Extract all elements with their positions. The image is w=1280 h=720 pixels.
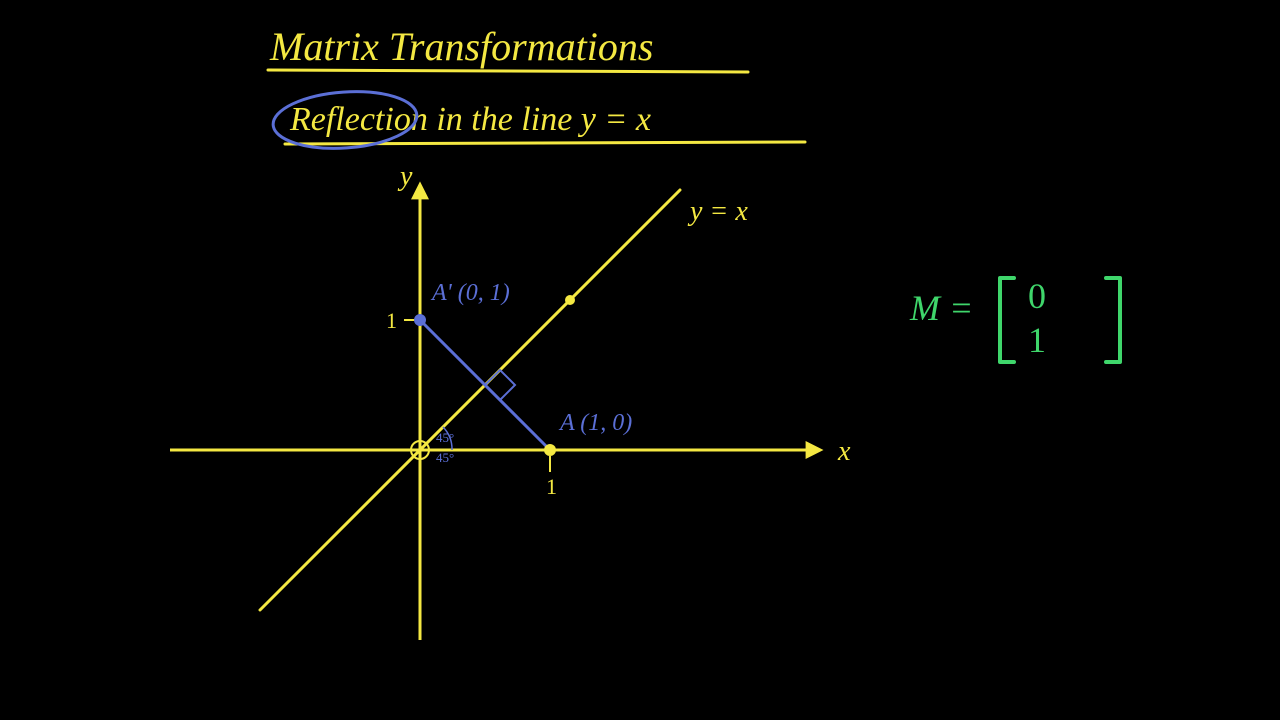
line-yx-dot [565,295,575,305]
diagram-canvas: Matrix Transformations Reflection in the … [0,0,1280,720]
point-A-label: A (1, 0) [558,410,632,436]
x-axis-label: x [837,436,851,467]
subtitle-text: Reflection in the line y = x [289,101,651,138]
tick-x-1-label: 1 [546,474,557,499]
subtitle-underline [285,142,805,144]
matrix-entry-1: 1 [1028,320,1046,360]
point-A-prime-label: A' (0, 1) [430,280,510,306]
line-yx-label: y = x [687,196,748,227]
matrix-M-label: M = [909,288,973,328]
y-axis-label: y [397,161,413,192]
matrix-entry-0: 0 [1028,276,1046,316]
title-underline [268,70,748,72]
title-text: Matrix Transformations [269,24,653,69]
point-A [544,444,556,456]
tick-y-1-label: 1 [386,308,397,333]
angle-45-lower: 45° [436,450,454,465]
point-A-prime [414,314,426,326]
angle-45-upper: 45° [436,430,454,445]
